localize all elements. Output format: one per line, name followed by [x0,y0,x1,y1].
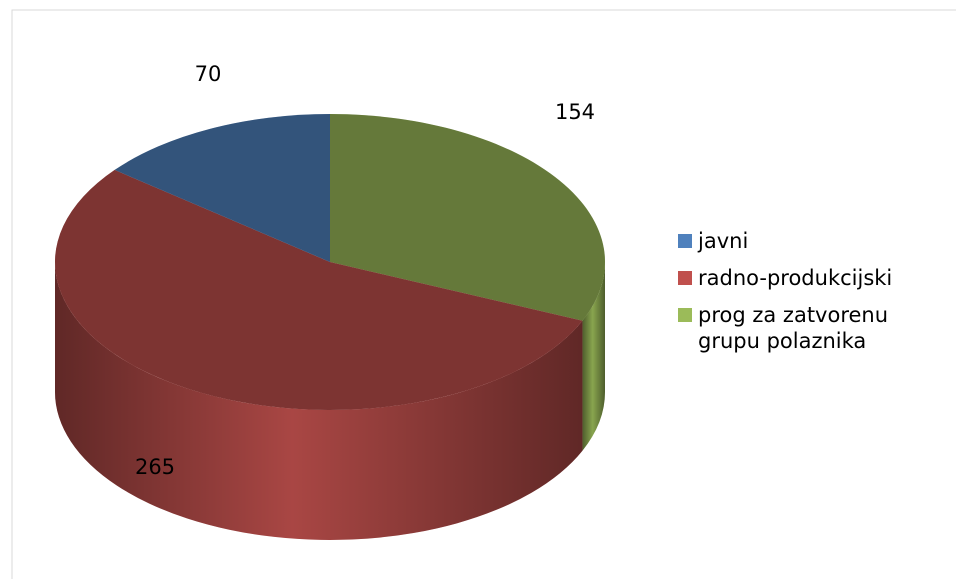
legend-swatch [678,271,692,285]
side-shade [582,262,605,451]
legend-swatch [678,308,692,322]
legend: javni radno-produkcijski prog za zatvorenu… [678,228,948,365]
side-shade [55,262,583,540]
legend-label: prog za zatvorenu grupu polaznika [698,303,889,353]
slice [330,114,605,321]
legend-swatch [678,234,692,248]
legend-item: javni [678,228,948,254]
slice [114,114,330,262]
slice [55,169,583,410]
top-shade [114,114,330,262]
legend-label: radno-produkcijski [698,266,893,290]
data-label: 265 [135,455,175,479]
frame [11,9,956,579]
legend-label: javni [698,229,749,253]
data-label: 154 [555,100,595,124]
top-shade [330,114,605,321]
data-label: 70 [195,62,222,86]
legend-item: prog za zatvorenu grupu polaznika [678,302,948,354]
legend-item: radno-produkcijski [678,265,948,291]
top-shade [55,169,583,410]
